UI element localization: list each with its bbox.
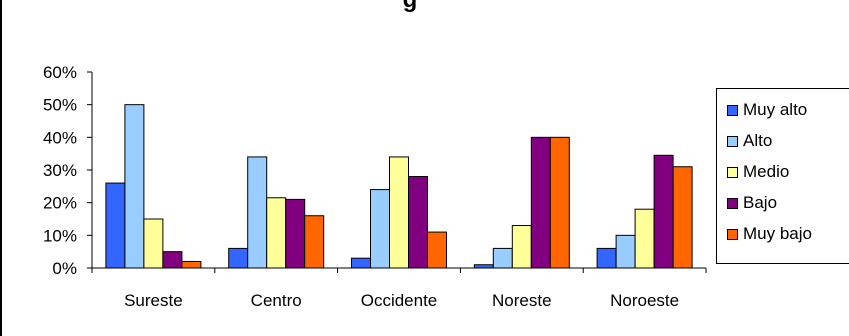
bar-medio-sureste [143,218,164,269]
legend-swatch [727,104,738,116]
bar-muy-bajo-noroeste [672,166,693,269]
chart-frame-left-edge [0,0,2,336]
y-tick-label: 30% [43,161,77,180]
bar-bajo-occidente [408,176,428,269]
bar-muy-alto-sureste [105,182,126,269]
legend-label: Muy bajo [743,224,812,243]
y-tick-label: 0% [52,259,77,278]
legend-label: Muy alto [743,100,808,119]
legend-item: Medio [727,161,789,183]
legend-label: Bajo [743,193,778,212]
y-tick-label: 50% [43,96,77,115]
bar-muy-bajo-noreste [549,136,570,269]
bar-alto-noreste [492,247,513,269]
legend-swatch [727,166,738,178]
bar-muy-alto-occidente [351,257,371,269]
legend-item: Muy bajo [727,223,812,245]
bar-alto-noroeste [615,234,636,269]
bar-alto-sureste [124,104,145,269]
legend-item: Bajo [727,192,777,214]
legend: Muy alto Alto Medio Bajo Muy bajo [716,88,849,264]
legend-swatch [727,197,738,209]
legend-label: Alto [743,131,773,150]
bar-medio-noroeste [634,208,655,269]
y-tick-label: 10% [43,226,77,245]
bar-muy-bajo-occidente [427,231,447,269]
bar-muy-alto-noroeste [596,247,617,269]
legend-item: Muy alto [727,99,807,121]
bar-medio-centro [266,197,287,269]
legend-label: Medio [743,162,790,181]
bar-medio-occidente [389,156,409,269]
bar-muy-alto-centro [228,247,249,269]
x-tick-label: Noreste [492,291,552,310]
chart-title: g [330,0,490,14]
bar-muy-bajo-centro [304,215,325,269]
bar-medio-noreste [511,225,532,269]
bar-alto-centro [247,156,268,269]
y-tick-label: 60% [43,63,77,82]
bar-alto-occidente [370,189,390,269]
bar-bajo-noreste [530,136,551,269]
bar-muy-bajo-sureste [181,260,202,269]
bar-bajo-centro [285,198,306,269]
x-tick-label: Noroeste [610,291,679,310]
x-tick-label: Occidente [361,291,438,310]
legend-swatch [727,228,738,240]
legend-swatch [727,135,738,147]
bar-bajo-noroeste [653,154,674,269]
x-tick-label: Centro [251,291,302,310]
y-tick-label: 40% [43,128,77,147]
legend-item: Alto [727,130,772,152]
y-tick-label: 20% [43,194,77,213]
x-tick-label: Sureste [124,291,183,310]
bar-bajo-sureste [162,251,183,269]
